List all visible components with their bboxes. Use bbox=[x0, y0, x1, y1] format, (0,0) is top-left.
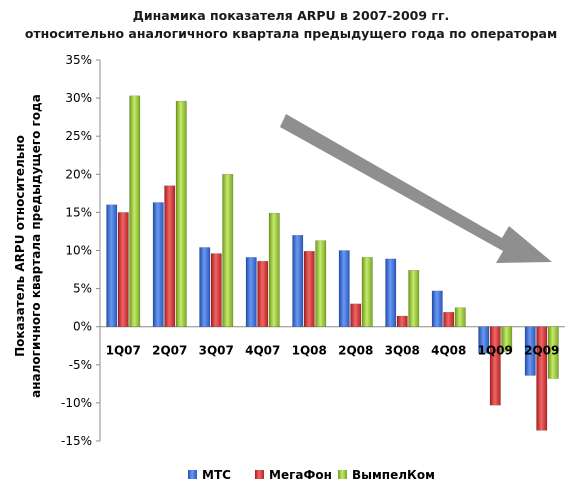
legend-swatch-2 bbox=[338, 470, 347, 479]
bar-2Q07-series-0 bbox=[152, 202, 164, 327]
bar-3Q08-series-0 bbox=[385, 258, 397, 327]
y-tick-label: 25% bbox=[65, 129, 92, 143]
bar-3Q07-series-0 bbox=[199, 247, 211, 327]
x-category-label-1Q07: 1Q07 bbox=[106, 344, 141, 358]
x-category-label-4Q07: 4Q07 bbox=[245, 344, 280, 358]
x-category-label-3Q08: 3Q08 bbox=[385, 344, 420, 358]
bar-2Q07-series-2 bbox=[175, 100, 187, 327]
y-tick-label: 5% bbox=[73, 282, 92, 296]
bar-2Q09-series-2 bbox=[547, 326, 559, 379]
y-tick-label: 30% bbox=[65, 91, 92, 105]
bar-1Q09-series-1 bbox=[489, 326, 501, 406]
y-tick-label: 20% bbox=[65, 167, 92, 181]
y-tick-label: 15% bbox=[65, 205, 92, 219]
bar-1Q07-series-2 bbox=[129, 95, 141, 327]
bar-2Q08-series-2 bbox=[361, 257, 373, 327]
bar-1Q09-series-2 bbox=[501, 326, 513, 353]
x-category-label-3Q07: 3Q07 bbox=[199, 344, 234, 358]
x-category-label-1Q09: 1Q09 bbox=[478, 344, 513, 358]
trend-arrow-icon bbox=[280, 114, 552, 263]
bar-2Q07-series-1 bbox=[164, 185, 176, 327]
y-tick-label: -15% bbox=[61, 434, 92, 448]
bar-1Q07-series-1 bbox=[117, 212, 129, 327]
x-category-label-4Q08: 4Q08 bbox=[431, 344, 466, 358]
bar-3Q08-series-2 bbox=[408, 270, 420, 327]
bar-3Q08-series-1 bbox=[396, 315, 408, 327]
bar-4Q08-series-2 bbox=[454, 307, 466, 327]
bar-4Q07-series-2 bbox=[268, 212, 280, 327]
bar-3Q07-series-2 bbox=[222, 174, 234, 327]
bar-2Q09-series-1 bbox=[536, 326, 548, 431]
x-category-label-2Q07: 2Q07 bbox=[152, 344, 187, 358]
bar-1Q08-series-0 bbox=[292, 235, 304, 327]
y-tick-label: -10% bbox=[61, 396, 92, 410]
y-axis-label-line-2: аналогичного квартала предыдущего года bbox=[29, 94, 43, 398]
y-tick-label: -5% bbox=[69, 358, 92, 372]
x-category-label-1Q08: 1Q08 bbox=[292, 344, 327, 358]
plot-area: -15% -10% -5% 0% 5% 10% 15% 20% 25% 30% 35% 1Q07 2Q0… bbox=[61, 53, 565, 448]
chart-title-line-2: относительно аналогичного квартала преды… bbox=[25, 26, 557, 41]
annotation-layer bbox=[280, 114, 552, 263]
bar-1Q08-series-1 bbox=[303, 251, 315, 327]
y-tick-label: 0% bbox=[73, 320, 92, 334]
legend-label-1: МегаФон bbox=[269, 468, 332, 482]
y-tick-label: 10% bbox=[65, 244, 92, 258]
bar-4Q08-series-0 bbox=[431, 290, 443, 327]
bar-3Q07-series-1 bbox=[210, 253, 222, 327]
bar-1Q07-series-0 bbox=[106, 204, 118, 327]
bar-1Q09-series-0 bbox=[478, 326, 490, 354]
bar-2Q08-series-0 bbox=[338, 250, 350, 327]
legend-label-2: ВымпелКом bbox=[352, 468, 435, 482]
x-category-label-2Q09: 2Q09 bbox=[524, 344, 559, 358]
bar-4Q07-series-0 bbox=[245, 257, 257, 327]
bar-2Q09-series-0 bbox=[524, 326, 536, 376]
legend: МТС МегаФон ВымпелКом bbox=[188, 468, 435, 482]
y-tick-label: 35% bbox=[65, 53, 92, 67]
bar-4Q07-series-1 bbox=[257, 260, 269, 327]
bar-4Q08-series-1 bbox=[443, 311, 455, 327]
legend-swatch-0 bbox=[188, 470, 197, 479]
bar-1Q08-series-2 bbox=[315, 240, 327, 327]
legend-swatch-1 bbox=[255, 470, 264, 479]
y-axis-label-line-1: Показатель ARPU относительно bbox=[13, 135, 27, 357]
x-category-label-2Q08: 2Q08 bbox=[338, 344, 373, 358]
bar-2Q08-series-1 bbox=[350, 303, 362, 327]
legend-label-0: МТС bbox=[202, 468, 231, 482]
chart-title-line-1: Динамика показателя ARPU в 2007-2009 гг. bbox=[133, 8, 449, 23]
